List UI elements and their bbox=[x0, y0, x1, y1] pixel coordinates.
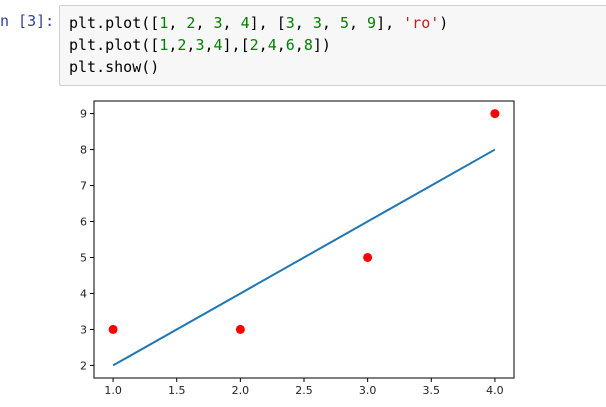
data-point-marker bbox=[108, 324, 118, 334]
code-token: 9 bbox=[367, 14, 377, 32]
code-token: 5 bbox=[339, 14, 349, 32]
cell-prompt: n [3]: bbox=[0, 12, 55, 30]
code-token: ], bbox=[376, 14, 404, 32]
code-token: ]) bbox=[312, 36, 331, 54]
data-point-marker bbox=[363, 252, 373, 262]
code-editor[interactable]: plt.plot([1, 2, 3, 4], [3, 3, 5, 9], 'ro… bbox=[69, 12, 448, 78]
code-token: 3 bbox=[285, 14, 295, 32]
code-line: plt.plot([1,2,3,4],[2,4,6,8]) bbox=[69, 34, 448, 56]
code-token: plt.plot([ bbox=[69, 36, 160, 54]
y-tick-label: 8 bbox=[80, 144, 87, 157]
code-token: , bbox=[294, 14, 313, 32]
line-chart: 1.0 1.5 2.0 2.5 3.0 3.5 4.0 2 3 4 5 6 7 8 9 bbox=[80, 100, 515, 397]
code-token: , bbox=[258, 36, 268, 54]
x-tick-label: 1.5 bbox=[168, 384, 186, 397]
code-cell-input[interactable]: plt.plot([1, 2, 3, 4], [3, 3, 5, 9], 'ro… bbox=[59, 5, 606, 86]
y-tick-label: 2 bbox=[80, 359, 87, 372]
y-tick-label: 3 bbox=[80, 323, 87, 336]
line-series bbox=[112, 148, 496, 367]
y-tick-label: 6 bbox=[80, 216, 87, 229]
code-token: 3 bbox=[195, 36, 205, 54]
code-token: 4 bbox=[240, 14, 250, 32]
code-token: 3 bbox=[213, 14, 223, 32]
code-token: , bbox=[348, 14, 368, 32]
y-tick-label: 5 bbox=[80, 251, 87, 264]
x-tick-label: 3.5 bbox=[423, 384, 441, 397]
plot-output: 1.0 1.5 2.0 2.5 3.0 3.5 4.0 2 3 4 5 6 7 8 9 bbox=[0, 93, 606, 407]
code-token: plt.show() bbox=[69, 58, 160, 76]
code-token: 'ro' bbox=[403, 14, 440, 32]
code-token: plt.plot([ bbox=[69, 14, 160, 32]
code-token: , bbox=[276, 36, 286, 54]
code-token: , bbox=[222, 14, 241, 32]
y-tick-label: 4 bbox=[80, 287, 87, 300]
y-tick-label: 7 bbox=[80, 180, 87, 193]
code-token: 2 bbox=[249, 36, 259, 54]
code-token: , bbox=[186, 36, 196, 54]
code-token: 1 bbox=[159, 36, 169, 54]
code-line: plt.show() bbox=[69, 56, 448, 78]
data-point-marker bbox=[490, 109, 500, 119]
x-tick-label: 4.0 bbox=[486, 384, 504, 397]
x-tick-label: 2.5 bbox=[295, 384, 313, 397]
x-tick-label: 2.0 bbox=[232, 384, 250, 397]
code-line: plt.plot([1, 2, 3, 4], [3, 3, 5, 9], 'ro… bbox=[69, 12, 448, 34]
code-token: 4 bbox=[213, 36, 223, 54]
code-token: 8 bbox=[303, 36, 313, 54]
code-token: ],[ bbox=[222, 36, 250, 54]
code-token: , bbox=[321, 14, 340, 32]
code-token: 3 bbox=[312, 14, 322, 32]
y-tick-label: 9 bbox=[80, 108, 87, 121]
code-token: , bbox=[294, 36, 304, 54]
code-token: 1 bbox=[159, 14, 169, 32]
code-token: , bbox=[195, 14, 214, 32]
code-token: 2 bbox=[186, 14, 196, 32]
code-token: ) bbox=[439, 14, 449, 32]
code-token: , bbox=[204, 36, 214, 54]
x-tick-label: 3.0 bbox=[359, 384, 377, 397]
x-tick-label: 1.0 bbox=[104, 384, 122, 397]
axes-frame bbox=[93, 100, 515, 379]
code-token: , bbox=[168, 36, 178, 54]
code-token: 6 bbox=[285, 36, 295, 54]
code-token: , bbox=[168, 14, 187, 32]
data-point-marker bbox=[235, 324, 245, 334]
code-token: ], [ bbox=[249, 14, 286, 32]
code-token: 2 bbox=[177, 36, 187, 54]
code-token: 4 bbox=[267, 36, 277, 54]
